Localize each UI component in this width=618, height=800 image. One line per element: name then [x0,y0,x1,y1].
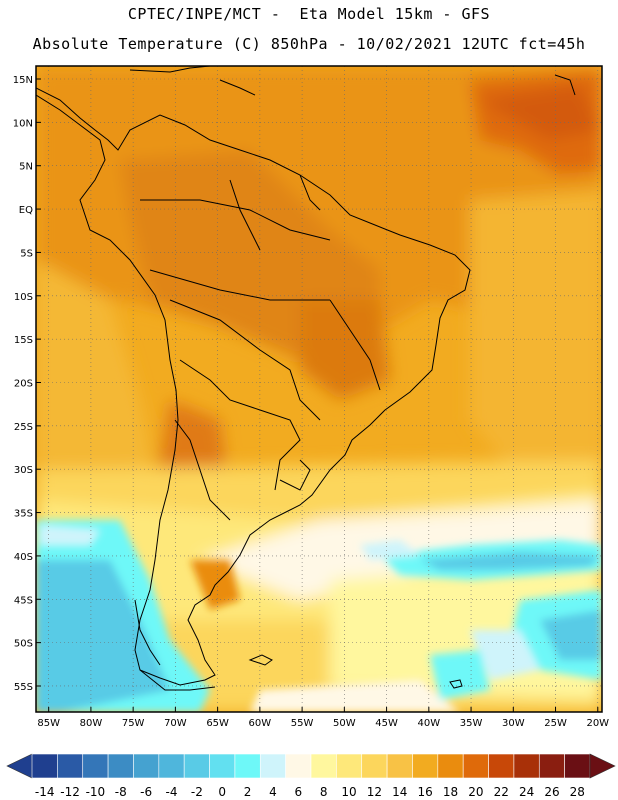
lon-label: 75W [122,718,145,729]
lat-label: 15S [14,335,33,346]
colorbar-label: -12 [60,785,80,799]
lat-label: 55S [14,682,33,693]
lon-label: 50W [333,718,356,729]
lon-label: 45W [375,718,398,729]
lat-label: 10N [13,118,33,129]
colorbar-swatch [361,753,388,779]
colorbar-label: 20 [468,785,483,799]
colorbar-label: 4 [269,785,277,799]
colorbar-label: 10 [341,785,356,799]
colorbar-label: -10 [86,785,106,799]
lat-label: 30S [14,465,33,476]
lon-label: 80W [80,718,103,729]
colorbar-label: 6 [294,785,302,799]
colorbar-label: 2 [244,785,252,799]
colorbar-label: -8 [115,785,127,799]
colorbar-label: -2 [191,785,203,799]
lat-label: 10S [14,292,33,303]
colorbar-swatch [513,753,540,779]
colorbar-label: 12 [367,785,382,799]
colorbar-swatch [564,753,591,779]
colorbar-swatch [133,753,160,779]
lon-label: 85W [37,718,60,729]
lon-label: 70W [164,718,187,729]
colorbar-label: 16 [417,785,432,799]
colorbar-label: 14 [392,785,407,799]
temperature-field [36,66,602,712]
colorbar-swatch [285,753,312,779]
map-subtitle: Absolute Temperature (C) 850hPa - 10/02/… [32,35,586,53]
colorbar-swatch [412,753,439,779]
lat-label: 20S [14,378,33,389]
colorbar-label: 0 [218,785,226,799]
lon-label: 65W [206,718,229,729]
lat-label: 40S [14,552,33,563]
longitude-labels: 85W 80W 75W 70W 65W 60W 55W 50W 45W 40W 35W 30W 25W 2… [37,707,609,729]
colorbar-swatch [462,753,489,779]
colorbar-label: 8 [320,785,328,799]
colorbar-max-arrow [589,753,616,779]
colorbar-swatch [386,753,413,779]
colorbar-swatch [107,753,134,779]
lon-label: 35W [460,718,483,729]
map-frame [35,65,603,713]
lon-label: 30W [502,718,525,729]
coastlines [36,66,576,691]
lat-label: 5N [19,162,33,173]
colorbar-swatch [336,753,363,779]
colorbar-label: 18 [443,785,458,799]
lat-label: 25S [14,422,33,433]
colorbar-swatch [31,753,58,779]
lat-label: 5S [20,248,33,259]
lat-label: 45S [14,595,33,606]
lat-label: 50S [14,639,33,650]
colorbar-swatch [57,753,84,779]
colorbar-swatch [158,753,185,779]
colorbar-label: -14 [35,785,55,799]
colorbar-label: 26 [544,785,559,799]
colorbar-swatch [488,753,515,779]
latitude-labels: 15N 10N 5N EQ 5S 10S 15S 20S 25S 30S 35S 40S 45S 50S 5… [13,75,41,693]
colorbar-swatch [234,753,261,779]
colorbar-swatch [437,753,464,779]
colorbar-swatch [183,753,210,779]
colorbar-min-arrow [6,753,33,779]
colorbar-label: -6 [140,785,152,799]
lon-label: 25W [544,718,567,729]
colorbar-swatch [310,753,337,779]
colorbar-swatch [209,753,236,779]
lat-label: 35S [14,509,33,520]
map-title: CPTEC/INPE/MCT - Eta Model 15km - GFS [127,5,491,23]
colorbar: -14 -12 -10 -8 -6 -4 -2 0 2 4 6 8 10 12 14 16 18 20 22 24 26… [6,753,616,799]
lon-label: 55W [291,718,314,729]
colorbar-label: -4 [166,785,178,799]
lon-label: 20W [586,718,609,729]
colorbar-swatch [82,753,109,779]
colorbar-label: 24 [519,785,534,799]
colorbar-swatch [259,753,286,779]
colorbar-swatch [538,753,565,779]
colorbar-label: 22 [494,785,509,799]
lat-label: 15N [13,75,33,86]
lat-label: EQ [19,205,33,216]
lon-label: 60W [249,718,272,729]
lon-label: 40W [418,718,441,729]
colorbar-label: 28 [570,785,585,799]
